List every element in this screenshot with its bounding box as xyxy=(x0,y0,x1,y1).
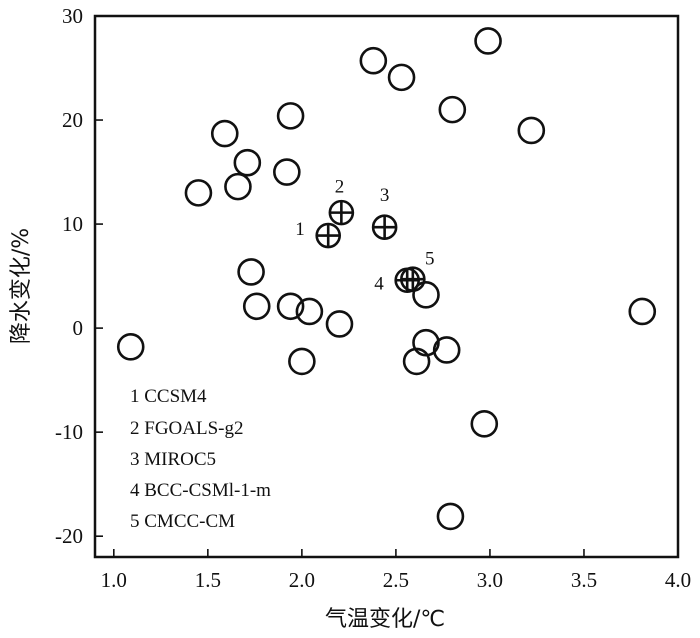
y-tick-label: 10 xyxy=(62,212,83,236)
data-point xyxy=(438,95,467,124)
point-label-5: 5 xyxy=(425,248,435,269)
x-tick-label: 3.0 xyxy=(477,568,503,592)
data-point xyxy=(184,179,213,207)
data-point xyxy=(273,158,301,186)
data-point-model-5 xyxy=(400,266,426,293)
data-point xyxy=(517,116,546,145)
data-point xyxy=(474,27,502,55)
x-tick-label: 2.5 xyxy=(383,568,409,592)
data-point xyxy=(242,292,271,321)
data-point xyxy=(233,148,262,177)
data-point xyxy=(276,102,305,130)
data-point xyxy=(325,310,354,338)
data-point xyxy=(432,336,461,364)
data-point xyxy=(224,172,252,201)
legend-entry-1: 1 CCSM4 xyxy=(130,386,207,407)
data-point xyxy=(470,410,499,438)
data-point xyxy=(412,281,440,309)
data-point xyxy=(276,292,305,321)
legend-entry-2: 2 FGOALS-g2 xyxy=(130,418,243,439)
data-point xyxy=(387,63,416,92)
data-point xyxy=(210,119,239,148)
x-tick-label: 4.0 xyxy=(665,568,691,592)
y-axis-title: 降水变化/% xyxy=(9,228,34,344)
x-axis-title: 气温变化/℃ xyxy=(325,607,445,632)
point-label-2: 2 xyxy=(335,177,345,198)
data-point xyxy=(237,258,265,286)
data-point xyxy=(359,46,388,75)
x-tick-label: 2.0 xyxy=(289,568,315,592)
chart-axes: 1.0 1.5 2.0 2.5 3.0 3.5 4.0 30 20 10 0 -10 -20 xyxy=(55,4,691,592)
x-tick-label: 3.5 xyxy=(571,568,597,592)
legend-entry-3: 3 MIROC5 xyxy=(130,449,216,470)
point-label-1: 1 xyxy=(295,219,305,240)
point-label-4: 4 xyxy=(374,273,384,294)
plot-frame xyxy=(93,14,680,559)
data-point xyxy=(436,502,465,531)
data-point xyxy=(402,347,431,376)
y-tick-label: 30 xyxy=(62,4,83,28)
y-tick-label: -20 xyxy=(55,524,83,548)
point-label-3: 3 xyxy=(380,185,390,206)
x-tick-label: 1.5 xyxy=(195,568,221,592)
y-tick-label: 0 xyxy=(73,316,84,340)
data-point xyxy=(116,333,145,361)
data-point-model-2 xyxy=(328,199,355,226)
data-point xyxy=(288,347,316,376)
data-point-model-1 xyxy=(315,222,342,249)
legend-entry-5: 5 CMCC-CM xyxy=(130,511,235,532)
data-point-model-3 xyxy=(371,214,398,240)
data-point xyxy=(295,297,324,326)
legend-entry-4: 4 BCC-CSMl-1-m xyxy=(130,480,271,501)
legend: 1 CCSM4 2 FGOALS-g2 3 MIROC5 4 BCC-CSMl-… xyxy=(130,386,271,532)
y-tick-label: 20 xyxy=(62,108,83,132)
x-tick-label: 1.0 xyxy=(101,568,127,592)
y-tick-label: -10 xyxy=(55,420,83,444)
chart-marks: 1 2 3 4 5 xyxy=(116,27,657,531)
data-point xyxy=(628,297,657,326)
